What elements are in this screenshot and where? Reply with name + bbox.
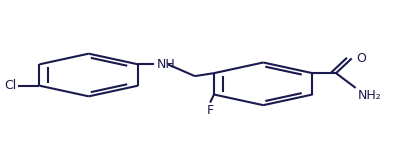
Text: O: O	[356, 52, 366, 65]
Text: Cl: Cl	[4, 79, 17, 92]
Text: NH₂: NH₂	[358, 89, 381, 102]
Text: F: F	[206, 104, 213, 117]
Text: NH: NH	[157, 58, 175, 71]
